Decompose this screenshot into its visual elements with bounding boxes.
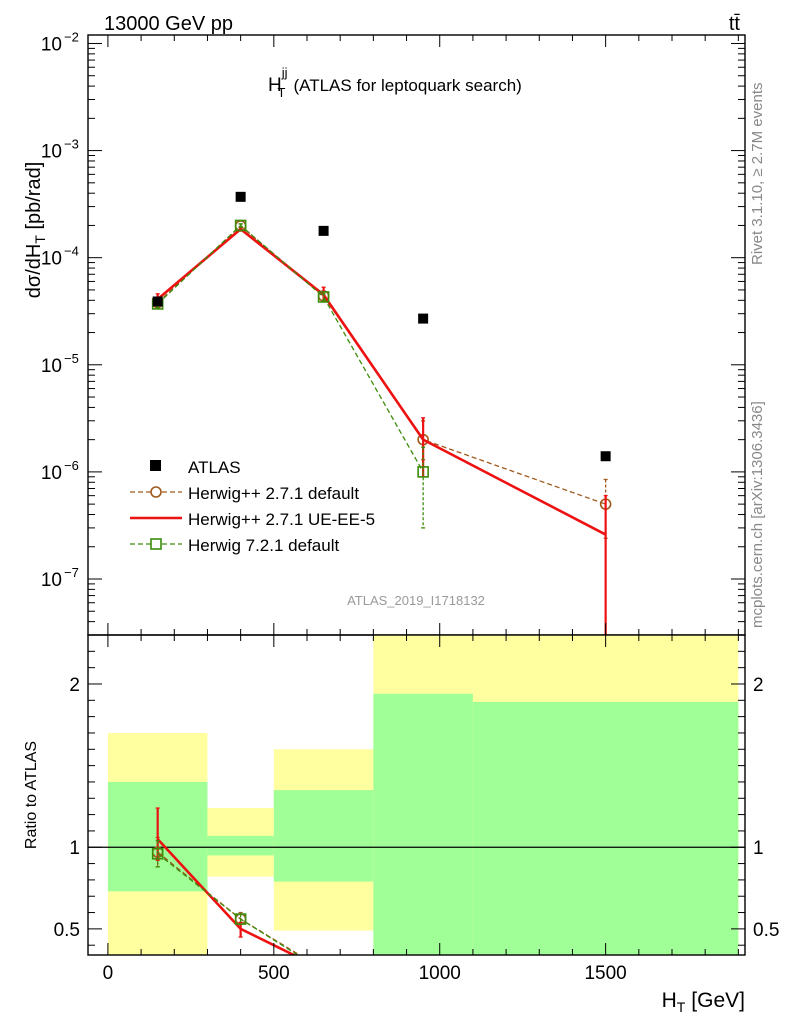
legend-label-herwigpp_ueee5: Herwig++ 2.7.1 UE-EE-5 (188, 510, 375, 529)
title-rest: (ATLAS for leptoquark search) (293, 76, 521, 95)
legend-marker-data (150, 460, 161, 471)
ratio-frame (87, 634, 746, 956)
y-tick-label-3: 10 (41, 249, 62, 270)
watermark: ATLAS_2019_I1718132 (347, 593, 485, 608)
ratio-y-tick-label-right-0: 0.5 (753, 920, 779, 941)
main-herwig72_default-point-3 (417, 466, 429, 478)
legend-entry-herwigpp_ueee5: Herwig++ 2.7.1 UE-EE-5 (130, 510, 375, 529)
title-sub: T (278, 85, 286, 100)
ratio-y-tick-label-left-0: 0.5 (54, 920, 80, 941)
main-frame (87, 34, 746, 636)
x-tick-label-2: 1000 (419, 963, 461, 984)
legend: ATLAS Herwig++ 2.7.1 default Herwig++ 2.7.… (130, 458, 375, 555)
ratio-y-tick-label-right-1: 1 (753, 838, 764, 859)
legend-entry-herwig72_default: Herwig 7.2.1 default (130, 536, 339, 555)
ratio-series (151, 807, 329, 976)
ratio-herwigpp_default-point-2 (319, 965, 329, 975)
side-label-mcplots: mcplots.cern.ch [arXiv:1306.3436] (749, 401, 766, 628)
y-tick-exponent-2: −5 (64, 351, 79, 366)
data-point-0 (152, 296, 163, 307)
y-tick-label-0: 10 (41, 570, 62, 591)
ratio-y-tick-label-left-1: 1 (69, 838, 80, 859)
y-tick-exponent-4: −3 (64, 137, 79, 152)
title-sup: jj (281, 65, 288, 80)
header-left: 13000 GeV pp (104, 13, 233, 35)
y-tick-label-4: 10 (41, 142, 62, 163)
x-tick-label-1: 500 (258, 963, 290, 984)
main-herwig72_default-point-2 (317, 291, 330, 303)
data-point-2 (318, 225, 329, 236)
ratio-y-tick-label-left-2: 2 (69, 675, 80, 696)
data-point-3 (418, 313, 429, 324)
main-y-axis-label: dσ/dHT [pb/rad] (23, 162, 48, 299)
legend-entry-data: ATLAS (150, 458, 241, 477)
x-axis-label: HT [GeV] (662, 989, 745, 1015)
ratio-herwig72_default-line (157, 853, 299, 955)
legend-label-data: ATLAS (188, 458, 241, 477)
ratio-bands (107, 635, 739, 955)
legend-marker-herwig72_default (150, 538, 162, 550)
ratio-herwig72_default-point-2 (319, 966, 329, 976)
header-right: tt̄ (729, 13, 741, 35)
data-point-1 (235, 191, 246, 202)
y-tick-exponent-5: −2 (64, 29, 79, 44)
band-inner-4 (472, 701, 739, 955)
y-tick-exponent-1: −6 (64, 458, 79, 473)
x-tick-label-3: 1500 (584, 963, 626, 984)
band-inner-3 (373, 693, 473, 955)
title-main: H (268, 75, 282, 96)
legend-label-herwigpp_default: Herwig++ 2.7.1 default (188, 484, 359, 503)
ratio-panel: 0 500 1000 1500 0.5 0.5 1 1 2 2 (54, 634, 779, 984)
ratio-herwig72_default-point-1 (234, 913, 247, 925)
y-tick-label-2: 10 (41, 356, 62, 377)
ratio-y-tick-label-right-2: 2 (753, 675, 764, 696)
ratio-herwig72_default-point-0 (151, 847, 164, 860)
main-series (151, 191, 612, 635)
main-herwig72_default-point-1 (234, 219, 247, 232)
ratio-y-axis-label: Ratio to ATLAS (23, 741, 40, 849)
side-label-rivet: Rivet 3.1.10, ≥ 2.7M events (749, 83, 766, 266)
band-inner-1 (207, 835, 274, 856)
x-tick-label-0: 0 (103, 963, 114, 984)
band-inner-2 (273, 790, 374, 882)
main-panel: 10−710−610−510−410−310−2 (41, 29, 746, 636)
main-chart-title: Hjj T (ATLAS for leptoquark search) (268, 65, 522, 100)
y-tick-exponent-0: −7 (64, 565, 79, 580)
legend-entry-herwigpp_default: Herwig++ 2.7.1 default (130, 484, 359, 503)
y-tick-exponent-3: −4 (64, 244, 79, 259)
y-tick-label-5: 10 (41, 34, 62, 55)
y-tick-label-1: 10 (41, 463, 62, 484)
main-herwig72_default-line (157, 224, 424, 473)
legend-label-herwig72_default: Herwig 7.2.1 default (188, 536, 339, 555)
data-point-4 (600, 451, 611, 462)
legend-marker-herwigpp_default (150, 486, 162, 498)
